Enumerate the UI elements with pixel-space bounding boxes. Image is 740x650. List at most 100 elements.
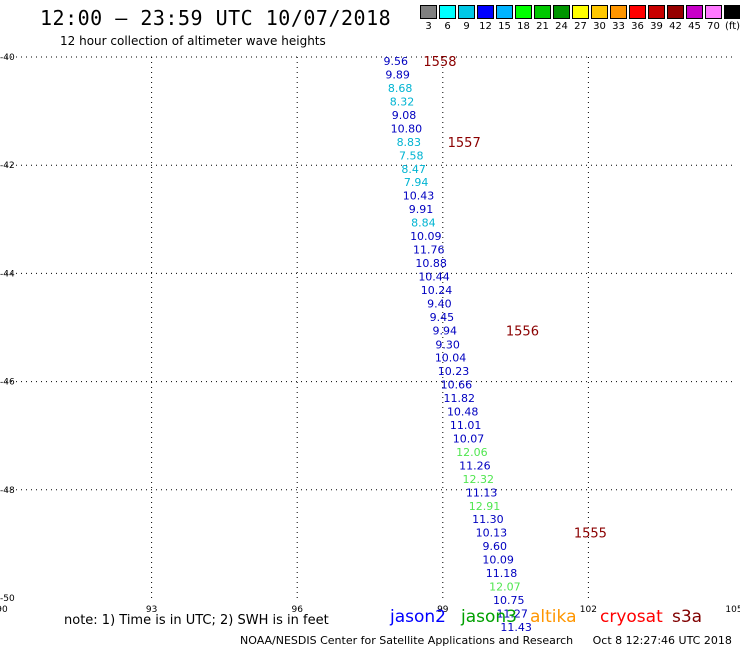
wave-height-label: 10.48 (447, 405, 479, 418)
time-labels: 1558 1557 1556 1555 (423, 55, 607, 542)
legend-swatch (667, 5, 684, 19)
axis-tick-labels: 90 93 96 99 102 105 -40 -42 -44 -46 -48 -50 (0, 53, 740, 615)
wave-height-label: 9.30 (435, 338, 460, 351)
x-tick-label: 99 (437, 605, 449, 615)
wave-height-label: 9.89 (385, 68, 410, 81)
legend-swatch (420, 5, 437, 19)
legend-label: 24 (555, 21, 568, 32)
legend-label: 15 (498, 21, 511, 32)
x-tick-label: 96 (291, 605, 303, 615)
wave-height-label: 8.47 (401, 163, 426, 176)
wave-height-label: 12.06 (456, 446, 488, 459)
legend-swatch (439, 5, 456, 19)
legend-label: 70 (707, 21, 720, 32)
legend-label: 6 (444, 21, 451, 32)
satellite-s3a: s3a (672, 607, 703, 627)
wave-height-label: 11.27 (496, 608, 528, 621)
legend-label: 33 (612, 21, 625, 32)
legend-label: (ft) (724, 21, 740, 32)
legend-swatch (553, 5, 570, 19)
satellite-jason2: jason2 (390, 607, 446, 627)
y-tick-label: -48 (0, 486, 15, 496)
legend-swatch (534, 5, 551, 19)
wave-height-label: 9.45 (430, 311, 455, 324)
x-tick-label: 102 (580, 605, 597, 615)
wave-height-label: 11.13 (466, 487, 498, 500)
legend-swatch (496, 5, 513, 19)
wave-height-label: 11.01 (450, 419, 482, 432)
wave-height-label: 10.43 (403, 189, 435, 202)
legend-label: 36 (631, 21, 644, 32)
x-tick-label: 105 (725, 605, 740, 615)
satellite-cryosat: cryosat (600, 607, 663, 627)
legend-swatch (591, 5, 608, 19)
time-label: 1557 (448, 136, 481, 151)
legend-swatch (629, 5, 646, 19)
wave-height-label: 9.94 (432, 325, 457, 338)
wave-height-label: 11.18 (486, 567, 518, 580)
wave-height-label: 8.84 (411, 217, 436, 230)
grid-lines (6, 56, 734, 598)
time-label: 1556 (506, 325, 539, 340)
wave-height-label: 8.32 (390, 95, 415, 108)
wave-height-label: 10.24 (421, 284, 453, 297)
wave-height-label: 7.58 (399, 149, 424, 162)
chart-subtitle: 12 hour collection of altimeter wave hei… (60, 34, 326, 48)
wave-height-label: 12.32 (462, 473, 494, 486)
wave-height-label: 9.56 (383, 55, 408, 68)
timestamp-text: Oct 8 12:27:46 UTC 2018 (592, 634, 732, 647)
y-tick-label: -44 (0, 269, 15, 279)
satellite-jason3: jason3 (461, 607, 517, 627)
legend-swatch (724, 5, 740, 19)
wave-height-label: 10.66 (441, 378, 473, 391)
y-tick-label: -46 (0, 378, 15, 388)
legend-swatch (572, 5, 589, 19)
wave-height-label: 11.43 (500, 621, 532, 634)
wave-height-labels: 9.569.898.688.329.0810.808.837.588.477.9… (383, 55, 531, 634)
y-tick-label: -50 (0, 594, 15, 604)
wave-height-label: 7.94 (404, 176, 429, 189)
legend-label: 27 (574, 21, 587, 32)
wave-height-label: 10.09 (482, 554, 514, 567)
wave-height-label: 12.91 (469, 500, 501, 513)
satellite-altika: altika (530, 607, 577, 627)
footnote: note: 1) Time is in UTC; 2) SWH is in fe… (64, 613, 329, 628)
wave-height-label: 10.13 (476, 527, 508, 540)
wave-height-label: 10.44 (418, 271, 450, 284)
legend-swatch (610, 5, 627, 19)
legend-label: 30 (593, 21, 606, 32)
wave-height-label: 10.07 (453, 432, 485, 445)
legend-swatch (477, 5, 494, 19)
wave-height-label: 10.09 (410, 230, 442, 243)
wave-height-label: 10.88 (415, 257, 447, 270)
legend-label: 42 (669, 21, 682, 32)
x-tick-label: 90 (0, 605, 8, 615)
credit-text: NOAA/NESDIS Center for Satellite Applica… (240, 634, 574, 647)
time-label: 1558 (423, 55, 456, 70)
time-label: 1555 (574, 527, 607, 542)
y-tick-label: -42 (0, 161, 15, 171)
wave-height-label: 11.26 (459, 459, 491, 472)
wave-height-label: 10.23 (438, 365, 470, 378)
y-tick-label: -40 (0, 53, 15, 63)
legend-swatch (686, 5, 703, 19)
legend-label: 45 (688, 21, 701, 32)
wave-height-label: 12.07 (489, 581, 521, 594)
wave-height-label: 9.08 (392, 109, 417, 122)
wave-height-label: 10.80 (391, 122, 423, 135)
chart-title: 12:00 – 23:59 UTC 10/07/2018 (40, 6, 392, 30)
legend-swatch (515, 5, 532, 19)
wave-height-label: 9.60 (482, 540, 507, 553)
wave-height-label: 10.04 (435, 351, 467, 364)
wave-height-label: 9.91 (409, 203, 434, 216)
legend-label: 9 (463, 21, 470, 32)
wave-height-label: 10.75 (493, 594, 525, 607)
footer: NOAA/NESDIS Center for Satellite Applica… (240, 634, 740, 647)
legend-swatch (705, 5, 722, 19)
legend-label: 3 (425, 21, 432, 32)
wave-height-label: 8.68 (388, 82, 413, 95)
x-tick-label: 93 (146, 605, 157, 615)
legend-swatch (458, 5, 475, 19)
